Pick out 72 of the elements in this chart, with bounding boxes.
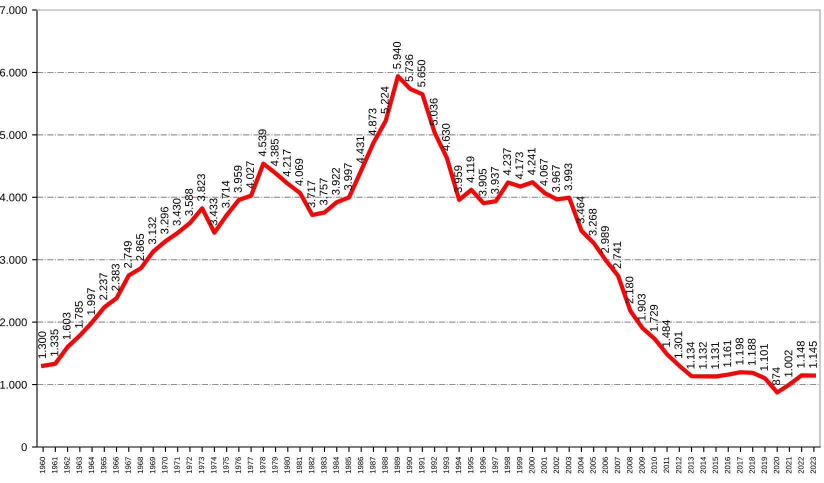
data-label: 1.301 xyxy=(674,332,682,358)
data-label: 3.717 xyxy=(307,180,316,208)
data-label: 4.873 xyxy=(368,108,376,136)
data-label: 1.101 xyxy=(760,344,768,370)
data-label: 3.588 xyxy=(185,188,193,216)
data-label: 1.785 xyxy=(74,301,83,328)
data-label: 3.757 xyxy=(320,178,328,206)
data-label: 1.484 xyxy=(662,320,670,347)
y-tick-label: 7.000 xyxy=(0,6,27,14)
y-tick-label: 1.000 xyxy=(0,380,27,389)
data-label: 4.237 xyxy=(503,148,512,176)
data-label: 1.335 xyxy=(50,329,58,356)
data-label: 4.069 xyxy=(295,158,304,186)
data-label: 874 xyxy=(772,367,780,386)
data-label: 3.905 xyxy=(478,168,487,196)
data-label: 2.741 xyxy=(613,242,622,268)
data-label: 1.131 xyxy=(711,342,719,369)
data-label: 1.188 xyxy=(748,338,756,366)
data-label: 5.940 xyxy=(393,42,401,69)
data-label: 4.067 xyxy=(540,158,548,186)
data-label: 4.431 xyxy=(356,136,364,164)
data-label: 1.997 xyxy=(87,288,96,315)
data-label: 3.296 xyxy=(160,206,168,234)
data-label: 3.430 xyxy=(172,198,181,226)
data-label: 3.714 xyxy=(222,180,230,208)
data-label: 3.823 xyxy=(197,174,206,201)
data-label: 3.937 xyxy=(490,167,499,194)
y-tick-label: 2.000 xyxy=(0,318,27,326)
data-label: 2.989 xyxy=(601,226,609,253)
data-label: 1.300 xyxy=(38,332,46,358)
data-label: 3.959 xyxy=(234,166,242,192)
data-label: 1.729 xyxy=(650,304,658,332)
data-label: 5.036 xyxy=(430,98,438,126)
data-label: 3.997 xyxy=(344,163,352,190)
data-label: 3.268 xyxy=(588,208,597,236)
data-label: 4.630 xyxy=(442,124,450,151)
data-label: 1.002 xyxy=(784,350,792,377)
data-label: 2.237 xyxy=(99,273,108,300)
y-tick-label: 0 xyxy=(22,443,27,452)
data-label: 4.217 xyxy=(282,150,291,177)
y-tick-label: 3.000 xyxy=(0,256,27,264)
data-label: 1.603 xyxy=(62,312,71,340)
data-label: 3.967 xyxy=(552,165,560,192)
data-label: 2.865 xyxy=(136,234,144,261)
data-label: 3.993 xyxy=(564,163,572,190)
data-label: 5.224 xyxy=(380,86,389,114)
data-label: 1.132 xyxy=(698,342,707,369)
data-label: 4.119 xyxy=(466,156,474,183)
data-label: 4.385 xyxy=(270,138,279,166)
data-label: 1.161 xyxy=(723,340,732,367)
data-label: 3.959 xyxy=(454,166,462,192)
data-label: 4.027 xyxy=(246,161,254,188)
data-label: 5.650 xyxy=(417,60,426,87)
y-tick-label: 4.000 xyxy=(0,194,27,202)
data-label: 2.749 xyxy=(124,241,132,268)
data-label: 3.433 xyxy=(210,198,218,226)
y-tick-label: 5.000 xyxy=(0,131,27,139)
data-label: 4.241 xyxy=(528,148,536,176)
data-label: 1.903 xyxy=(638,294,646,320)
data-label: 1.148 xyxy=(796,341,805,368)
data-label: 1.198 xyxy=(736,338,744,364)
data-label: 4.173 xyxy=(515,152,524,180)
y-tick-label: 6.000 xyxy=(0,68,27,77)
data-label: 3.922 xyxy=(332,168,340,195)
data-label: 2.180 xyxy=(625,276,634,304)
data-label: 3.464 xyxy=(576,196,584,224)
data-label: 1.145 xyxy=(809,341,817,368)
data-label: 5.736 xyxy=(405,54,414,82)
data-label: 2.383 xyxy=(112,264,120,291)
data-label: 4.539 xyxy=(258,129,266,156)
data-label: 3.132 xyxy=(148,217,156,244)
data-label: 1.134 xyxy=(686,342,695,368)
